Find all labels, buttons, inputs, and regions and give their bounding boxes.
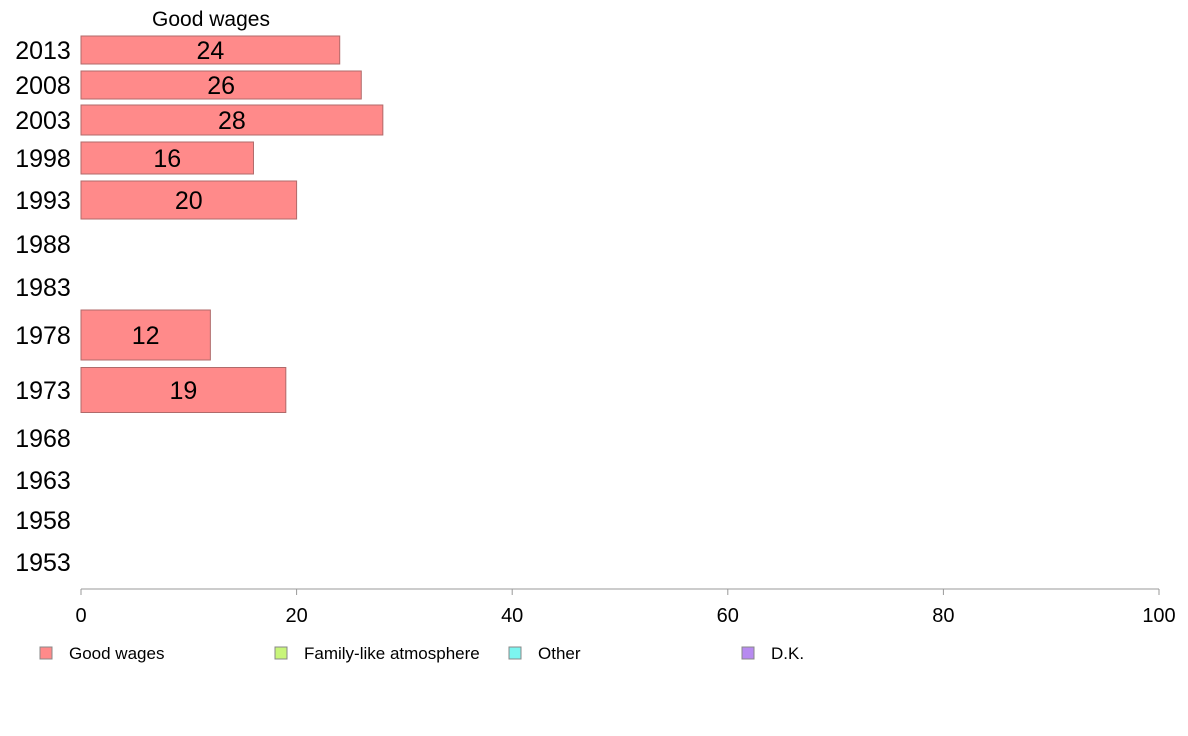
x-tick-label-20: 20 <box>285 605 307 627</box>
x-tick-label-0: 0 <box>75 605 86 627</box>
year-label-2013: 2013 <box>15 37 71 65</box>
legend-swatch-2 <box>508 646 522 660</box>
bar-value-label-1978: 12 <box>132 322 160 350</box>
year-label-1963: 1963 <box>15 467 71 495</box>
bar-2013-series-0 <box>80 35 341 65</box>
bar-value-label-1993: 20 <box>175 187 203 215</box>
bar-value-label-2008: 26 <box>207 72 235 100</box>
bar-value-label-1973: 19 <box>170 377 198 405</box>
year-label-1958: 1958 <box>15 507 71 535</box>
bar-1998-series-0 <box>80 141 254 175</box>
bar-value-label-2013: 24 <box>196 37 224 65</box>
year-label-1973: 1973 <box>15 377 71 405</box>
bar-value-label-2003: 28 <box>218 107 246 135</box>
bar-1973-series-0 <box>80 367 287 413</box>
legend-label-3: D.K. <box>771 644 804 663</box>
legend-swatch-0 <box>39 646 53 660</box>
legend-swatch-1 <box>274 646 288 660</box>
bar-2008-series-0 <box>80 70 362 100</box>
x-tick-label-80: 80 <box>932 605 954 627</box>
legend-swatch-3 <box>741 646 755 660</box>
bar-1978-series-0 <box>80 309 211 361</box>
column-header: Good wages <box>152 8 270 31</box>
year-label-1988: 1988 <box>15 231 71 259</box>
legend: Good wages Family-like atmosphere Other D.K… <box>39 644 804 663</box>
bars-layer: 24 26 28 16 20 12 19 <box>80 35 384 413</box>
legend-label-0: Good wages <box>69 644 164 663</box>
year-label-1983: 1983 <box>15 274 71 302</box>
x-tick-label-40: 40 <box>501 605 523 627</box>
year-label-2003: 2003 <box>15 107 71 135</box>
legend-label-1: Family-like atmosphere <box>304 644 480 663</box>
bar-1993-series-0 <box>80 180 298 220</box>
year-label-1968: 1968 <box>15 425 71 453</box>
bar-2003-series-0 <box>80 104 384 136</box>
year-label-1953: 1953 <box>15 549 71 577</box>
year-label-2008: 2008 <box>15 72 71 100</box>
bar-value-label-1998: 16 <box>153 145 181 173</box>
legend-label-2: Other <box>538 644 581 663</box>
year-label-1978: 1978 <box>15 322 71 350</box>
x-tick-label-60: 60 <box>717 605 739 627</box>
x-tick-label-100: 100 <box>1142 605 1175 627</box>
year-label-1998: 1998 <box>15 145 71 173</box>
year-label-1993: 1993 <box>15 187 71 215</box>
x-axis: 0 20 40 60 80 100 <box>75 588 1176 627</box>
year-labels: 2013 2008 2003 1998 1993 1988 1983 1978 1973 1968… <box>15 37 71 577</box>
